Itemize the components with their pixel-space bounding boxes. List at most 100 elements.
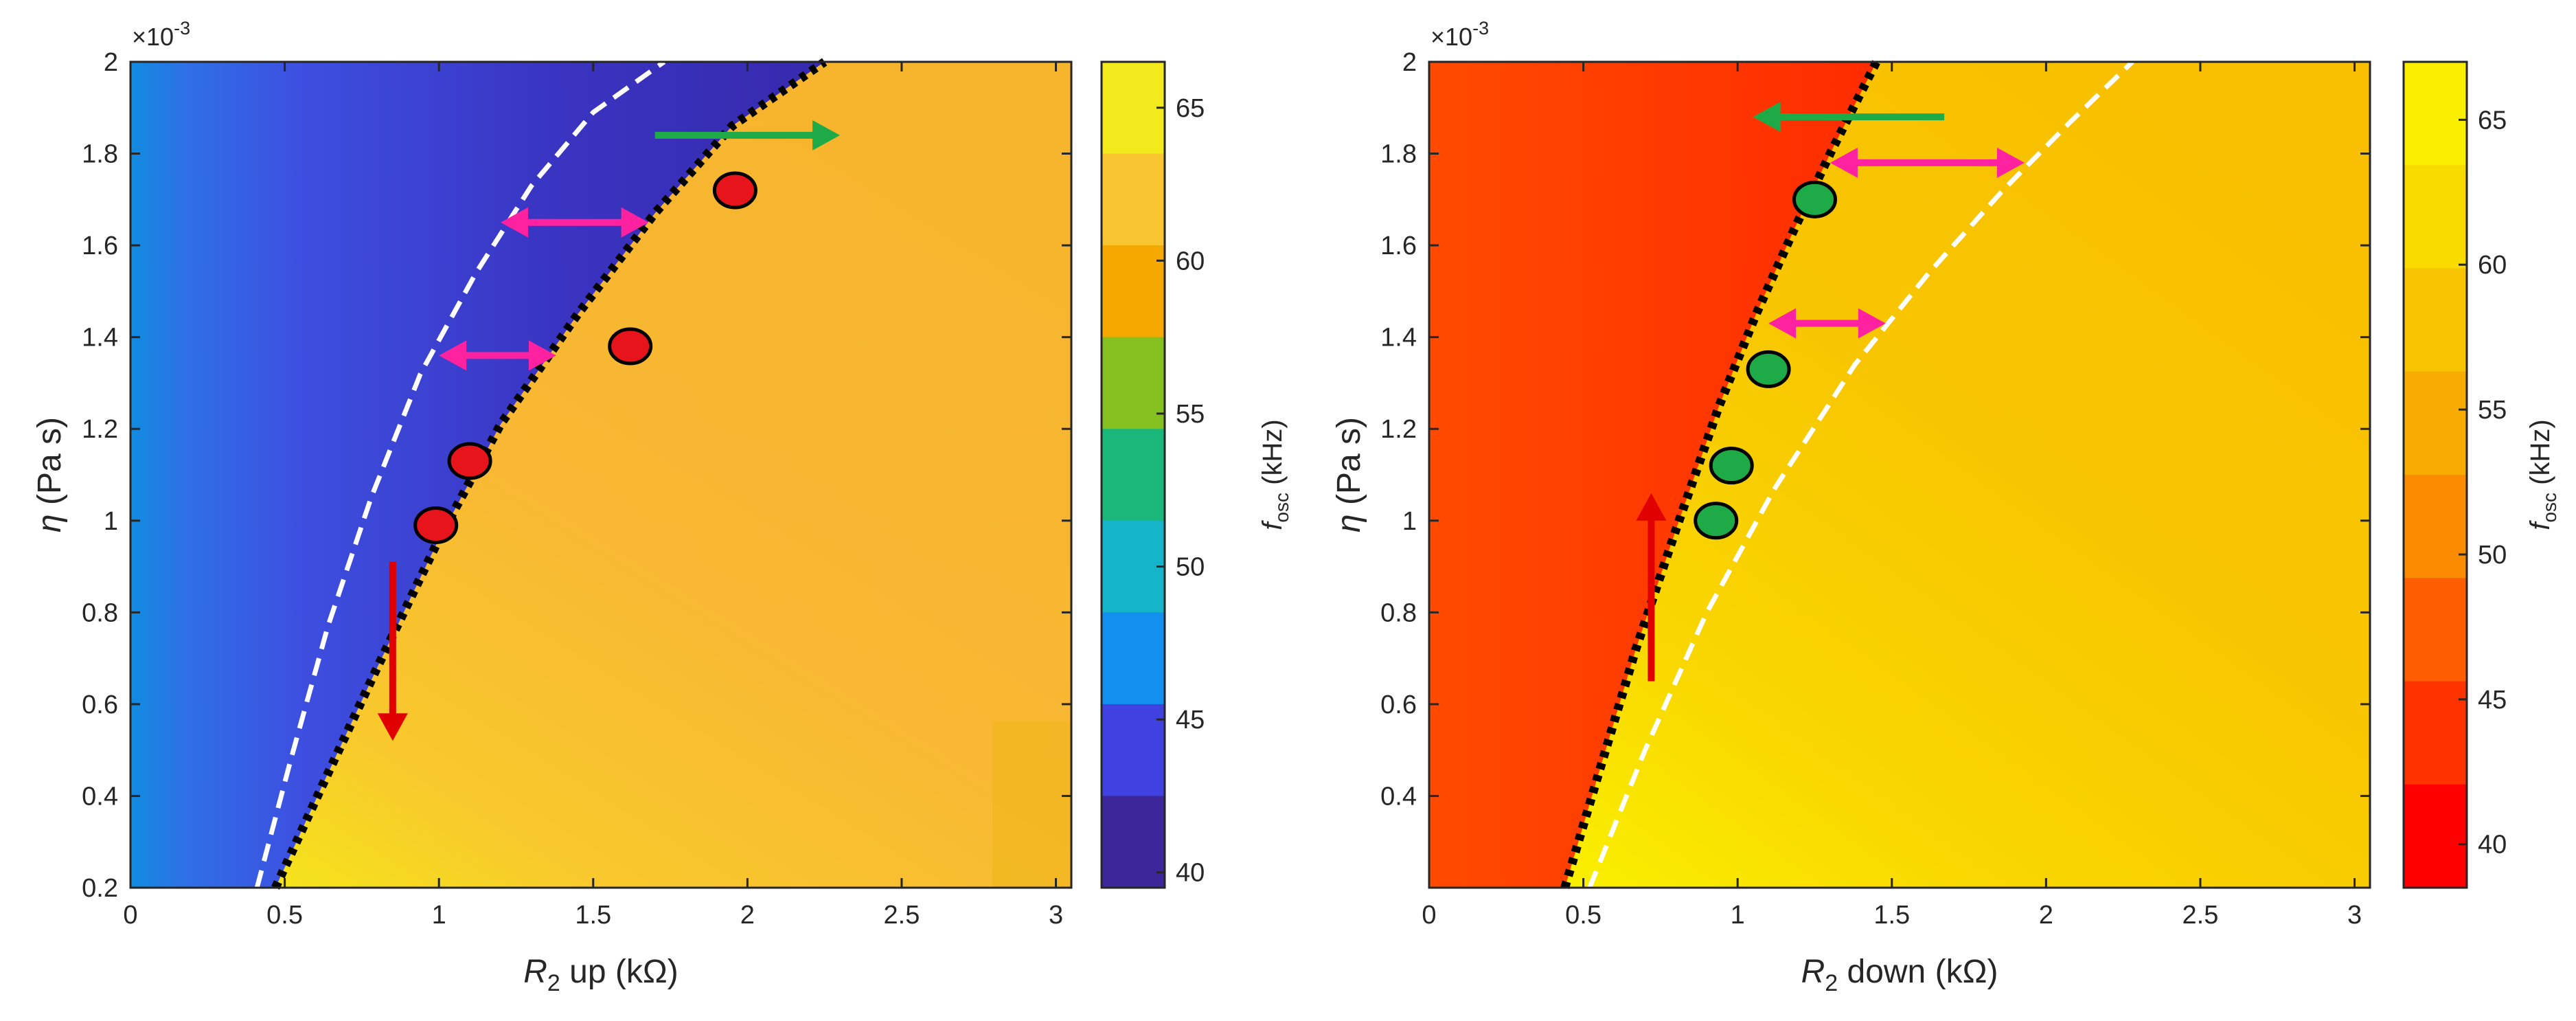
- left-warm-region: [275, 62, 1072, 888]
- right-x-tick-label: 1: [1731, 901, 1745, 930]
- right-marker: [1709, 447, 1754, 485]
- left-x-tick-label: 3: [1049, 901, 1063, 930]
- left-white-dashed-boundary: [254, 60, 666, 888]
- left-marker: [413, 506, 459, 544]
- left-colorbar-segment: [1102, 520, 1165, 613]
- right-x-tick-label: 2.5: [2182, 901, 2219, 930]
- left-x-tick-label: 1: [432, 901, 446, 930]
- right-exponent-label: ×10-3: [1431, 18, 1489, 51]
- left-y-ticks: 0.2 0.4 0.6 0.8 1 1.2 1.4 1.6 1.8 2: [82, 48, 1071, 903]
- right-colorbar-segment: [2404, 578, 2467, 682]
- right-markers: [1694, 180, 1837, 540]
- left-y-tick-label: 1: [104, 507, 118, 536]
- left-arrow: [654, 120, 841, 150]
- left-colorbar-tick-label: 55: [1176, 400, 1205, 429]
- left-y-tick-label: 1.8: [82, 140, 118, 169]
- right-colorbar-segment: [2404, 62, 2467, 166]
- right-colorbar-tick-label: 50: [2478, 541, 2507, 570]
- right-colorbar-tick-label: 45: [2478, 686, 2507, 715]
- right-y-tick-label: 2: [1402, 48, 1417, 77]
- left-black-dotted-boundary: [271, 58, 828, 890]
- right-y-axis-label: η (Pa s): [1331, 417, 1367, 532]
- right-arrow: [1768, 308, 1886, 339]
- left-y-tick-label: 1.6: [82, 232, 118, 260]
- left-x-tick-label: 0.5: [266, 901, 303, 930]
- right-colorbar-label: fosc (kHz): [2525, 419, 2560, 530]
- right-y-tick-label: 1: [1402, 507, 1417, 536]
- right-black-dotted-boundary: [1560, 60, 1881, 889]
- right-x-tick-label: 0: [1422, 901, 1436, 930]
- left-plot-frame: [129, 60, 1073, 889]
- left-arrow: [377, 561, 408, 741]
- right-arrow: [1753, 102, 1945, 133]
- left-panel: 0 0.5 1 1.5 2 2.5 3 0.2 0.4 0.6 0.8 1 1.2 1.4 1.6 1.8 2…: [32, 18, 1073, 996]
- left-colorbar-tick-label: 40: [1176, 859, 1205, 888]
- right-marker: [1792, 180, 1837, 218]
- left-cool-patch: [992, 721, 1071, 888]
- left-y-axis-label: η (Pa s): [32, 417, 68, 532]
- left-y-tick-label: 0.6: [82, 691, 118, 719]
- left-x-tick-label: 1.5: [575, 901, 611, 930]
- left-y-tick-label: 0.8: [82, 598, 118, 627]
- right-colorbar-fill: [2404, 62, 2467, 888]
- right-x-tick-label: 0.5: [1565, 901, 1602, 930]
- left-y-tick-label: 2: [104, 48, 118, 77]
- right-marker: [1746, 350, 1791, 388]
- left-colorbar-segment: [1102, 704, 1165, 797]
- right-colorbar-segment: [2404, 371, 2467, 475]
- left-colorbar-tick-label: 65: [1176, 94, 1205, 123]
- left-markers: [413, 171, 757, 544]
- left-marker: [447, 442, 492, 480]
- left-colorbar-segment: [1102, 62, 1165, 155]
- left-colorbar-segment: [1102, 245, 1165, 338]
- right-x-ticks: 0 0.5 1 1.5 2 2.5 3: [1422, 62, 2362, 930]
- left-x-ticks: 0 0.5 1 1.5 2 2.5 3: [123, 62, 1063, 930]
- right-marker: [1694, 502, 1739, 540]
- right-y-tick-label: 1.8: [1380, 140, 1417, 169]
- right-arrows: [1636, 102, 2025, 682]
- left-arrows: [377, 120, 841, 741]
- right-white-dashed-boundary: [1587, 60, 2134, 889]
- right-colorbar-segment: [2404, 475, 2467, 579]
- right-y-tick-label: 0.4: [1380, 782, 1417, 811]
- right-x-tick-label: 2: [2039, 901, 2053, 930]
- left-colorbar-frame: [1100, 60, 1166, 889]
- right-y-tick-label: 1.4: [1380, 324, 1417, 352]
- right-x-tick-label: 1.5: [1873, 901, 1910, 930]
- right-colorbar-tick-label: 40: [2478, 831, 2507, 860]
- right-colorbar-tick-label: 60: [2478, 251, 2507, 280]
- right-arrow: [1636, 493, 1667, 682]
- left-x-tick-label: 0: [123, 901, 137, 930]
- left-y-tick-label: 1.4: [82, 324, 118, 352]
- left-y-tick-label: 1.2: [82, 415, 118, 444]
- left-colorbar-fill: [1102, 62, 1165, 888]
- right-y-ticks: 0.4 0.6 0.8 1 1.2 1.4 1.6 1.8 2: [1380, 48, 2370, 811]
- right-colorbar-ticks: 40 45 50 55 60 65: [2459, 106, 2507, 860]
- left-marker: [608, 327, 653, 366]
- right-y-tick-label: 0.8: [1380, 598, 1417, 627]
- left-colorbar-segment: [1102, 796, 1165, 888]
- right-arrow: [1830, 147, 2025, 178]
- right-colorbar-segment: [2404, 268, 2467, 372]
- right-colorbar-frame: [2402, 60, 2468, 889]
- left-y-tick-label: 0.2: [82, 874, 118, 903]
- right-colorbar-tick-label: 65: [2478, 106, 2507, 135]
- left-colorbar-ticks: 40 45 50 55 60 65: [1156, 94, 1205, 888]
- right-colorbar-segment: [2404, 681, 2467, 785]
- right-plot-frame: [1428, 60, 2371, 889]
- left-arrow: [439, 340, 556, 371]
- right-colorbar-segment: [2404, 165, 2467, 269]
- right-x-tick-label: 3: [2347, 901, 2362, 930]
- left-colorbar-label: fosc (kHz): [1257, 419, 1292, 530]
- right-y-tick-label: 1.6: [1380, 232, 1417, 260]
- left-x-tick-label: 2.5: [884, 901, 920, 930]
- right-warm-region: [1564, 62, 2370, 888]
- left-colorbar-tick-label: 50: [1176, 553, 1205, 582]
- right-colorbar-tick-label: 55: [2478, 396, 2507, 425]
- left-arrow: [501, 207, 649, 238]
- left-colorbar-tick-label: 60: [1176, 247, 1205, 276]
- right-colorbar: 40 45 50 55 60 65 fosc (kHz): [2402, 60, 2560, 889]
- left-colorbar-segment: [1102, 429, 1165, 521]
- left-exponent-label: ×10-3: [132, 18, 190, 51]
